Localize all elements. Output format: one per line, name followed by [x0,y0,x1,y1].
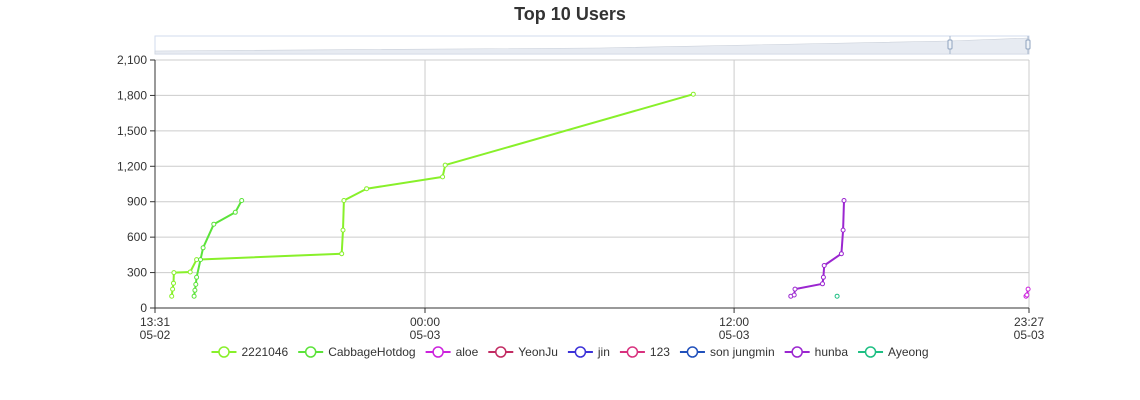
legend-item-son-jungmin[interactable]: son jungmin [679,345,775,359]
data-point[interactable] [192,287,198,293]
y-tick-label: 2,100 [117,53,147,67]
legend-item-hunba[interactable]: hunba [784,345,849,359]
legend-marker-icon [432,346,444,358]
series-layer [169,91,1031,299]
legend-marker-icon [304,346,317,358]
series-aloe [1023,286,1031,299]
legend-label: CabbageHotdog [328,345,415,359]
data-point[interactable] [340,227,346,233]
data-point[interactable] [820,274,826,280]
x-tick-label-time: 23:27 [1014,315,1044,329]
legend: 2221046 CabbageHotdog aloe YeonJu jin 123 son … [211,345,929,359]
legend-item-2221046[interactable]: 2221046 [211,345,289,359]
data-point[interactable] [690,91,696,97]
data-point[interactable] [1024,292,1030,298]
data-point[interactable] [232,209,238,215]
legend-marker-icon [791,346,803,358]
data-point[interactable] [194,274,200,280]
series-ayeong [834,293,840,299]
legend-label: hunba [815,345,849,359]
data-point[interactable] [187,269,193,275]
data-point[interactable] [198,257,203,263]
data-point[interactable] [364,186,370,192]
legend-label: YeonJu [518,345,558,359]
grid [154,59,1030,308]
legend-marker-icon [626,346,639,358]
legend-label: jin [597,345,610,359]
data-point[interactable] [821,263,827,268]
x-tick-label-time: 13:31 [140,315,170,329]
legend-item-cabbagehotdog[interactable]: CabbageHotdog [298,345,416,359]
data-zoom-slider[interactable] [154,35,1031,55]
series-hunba [788,198,847,299]
legend-item-yeonju[interactable]: YeonJu [488,345,558,359]
data-point[interactable] [200,245,206,251]
y-axis: 0 300 600 900 1,200 1,500 1,800 2,100 [117,53,156,315]
y-tick-label: 1,200 [117,159,147,173]
legend-marker-icon [864,346,877,358]
y-tick-label: 600 [127,230,147,244]
data-point[interactable] [239,198,245,203]
data-point[interactable] [193,281,199,287]
data-point[interactable] [339,251,345,257]
legend-label: Ayeong [888,345,928,359]
x-tick-label-date: 05-03 [1014,328,1045,342]
data-point[interactable] [341,198,347,203]
x-tick-label-date: 05-03 [719,328,750,342]
legend-item-123[interactable]: 123 [619,345,670,359]
data-zoom-handle-right[interactable] [1025,36,1031,54]
data-zoom-handle-left[interactable] [947,36,953,54]
data-zoom-preview [154,37,1030,55]
data-point[interactable] [791,292,797,298]
data-point[interactable] [838,251,844,257]
data-point[interactable] [840,227,846,233]
x-tick-label-time: 00:00 [410,315,440,329]
legend-marker-icon [686,346,699,358]
legend-label: 123 [650,345,670,359]
legend-item-aloe[interactable]: aloe [425,345,479,359]
y-tick-label: 900 [127,195,147,209]
x-tick-label-date: 05-02 [140,328,171,342]
y-tick-label: 0 [140,301,147,315]
x-tick-label-time: 12:00 [719,315,749,329]
legend-label: son jungmin [710,345,775,359]
data-point[interactable] [834,293,840,299]
y-tick-label: 1,800 [117,88,147,102]
legend-marker-icon [495,346,507,358]
legend-item-ayeong[interactable]: Ayeong [858,345,929,359]
y-tick-label: 1,500 [117,124,147,138]
legend-marker-icon [218,346,230,358]
series-line [790,200,845,298]
chart-title: Top 10 Users [514,4,626,24]
data-point[interactable] [440,174,446,180]
series-cabbagehotdog [191,198,245,299]
data-point[interactable] [1025,286,1031,292]
legend-label: aloe [456,345,479,359]
x-tick-label-date: 05-03 [410,328,441,342]
data-point[interactable] [171,280,176,286]
legend-item-jin[interactable]: jin [567,345,610,359]
data-point[interactable] [171,270,177,276]
data-point[interactable] [211,221,217,227]
legend-marker-icon [574,346,587,358]
data-point[interactable] [442,162,448,168]
data-point[interactable] [170,286,176,292]
series-line [170,93,694,297]
series-2221046 [169,91,696,299]
data-point[interactable] [191,293,197,299]
data-point[interactable] [169,293,175,299]
y-tick-label: 300 [127,266,147,280]
data-point[interactable] [820,281,825,287]
data-point[interactable] [841,198,847,203]
legend-label: 2221046 [241,345,288,359]
data-point[interactable] [792,286,798,292]
